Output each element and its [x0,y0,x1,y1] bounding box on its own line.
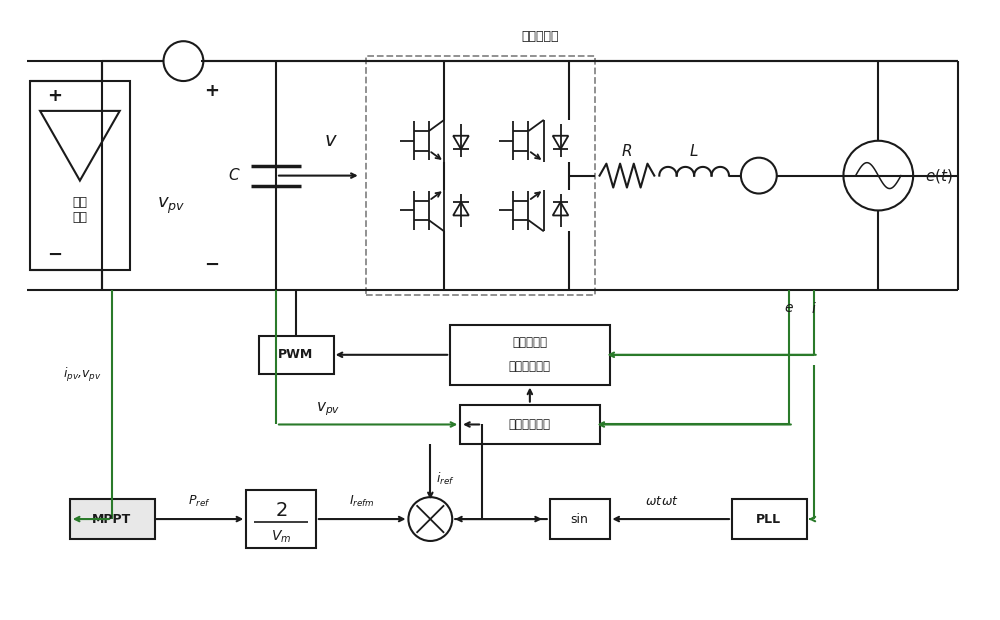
Text: −: − [204,256,219,274]
Text: MPPT: MPPT [92,513,131,526]
Text: −: − [47,246,63,264]
Text: 并网逆变器: 并网逆变器 [521,30,559,43]
Text: $v_{pv}$: $v_{pv}$ [316,401,340,419]
Text: $e(t)$: $e(t)$ [925,167,953,185]
Text: $L$: $L$ [689,143,699,159]
Text: $\omega t$: $\omega t$ [661,495,679,508]
Bar [550,499,610,539]
Text: PWM: PWM [278,348,314,361]
Text: $v_{pv}$: $v_{pv}$ [157,195,185,216]
Circle shape [741,157,777,193]
Text: +: + [48,87,63,105]
Text: 线性控制模块: 线性控制模块 [509,418,551,431]
Text: $V_m$: $V_m$ [271,529,291,545]
Text: 光伏
阵列: 光伏 阵列 [72,197,87,224]
Bar [366,56,595,295]
Text: PLL: PLL [756,513,781,526]
Bar [30,81,130,270]
Text: $i_{pv}$,$v_{pv}$: $i_{pv}$,$v_{pv}$ [63,366,102,384]
Text: $i_{ref}$: $i_{ref}$ [436,471,455,487]
Text: 部分反馈线: 部分反馈线 [512,337,547,349]
Text: $e$: $e$ [784,301,794,315]
Bar [732,499,807,539]
Text: C: C [228,168,239,183]
Circle shape [843,141,913,210]
Bar [460,405,600,445]
Bar [450,325,610,384]
Text: $I_{refm}$: $I_{refm}$ [349,494,374,508]
Text: $P_{ref}$: $P_{ref}$ [188,494,211,508]
Circle shape [408,497,452,541]
Text: $\omega t$: $\omega t$ [645,495,663,508]
Bar [70,499,155,539]
Text: 性化控制模块: 性化控制模块 [509,360,551,373]
Text: $v$: $v$ [324,131,338,150]
Text: $2$: $2$ [275,500,287,520]
Text: sin: sin [571,513,589,526]
Text: +: + [204,82,219,100]
Bar [246,490,316,548]
Text: $R$: $R$ [621,143,633,159]
Bar [259,336,334,374]
Circle shape [164,41,203,81]
Text: $i$: $i$ [811,301,816,316]
